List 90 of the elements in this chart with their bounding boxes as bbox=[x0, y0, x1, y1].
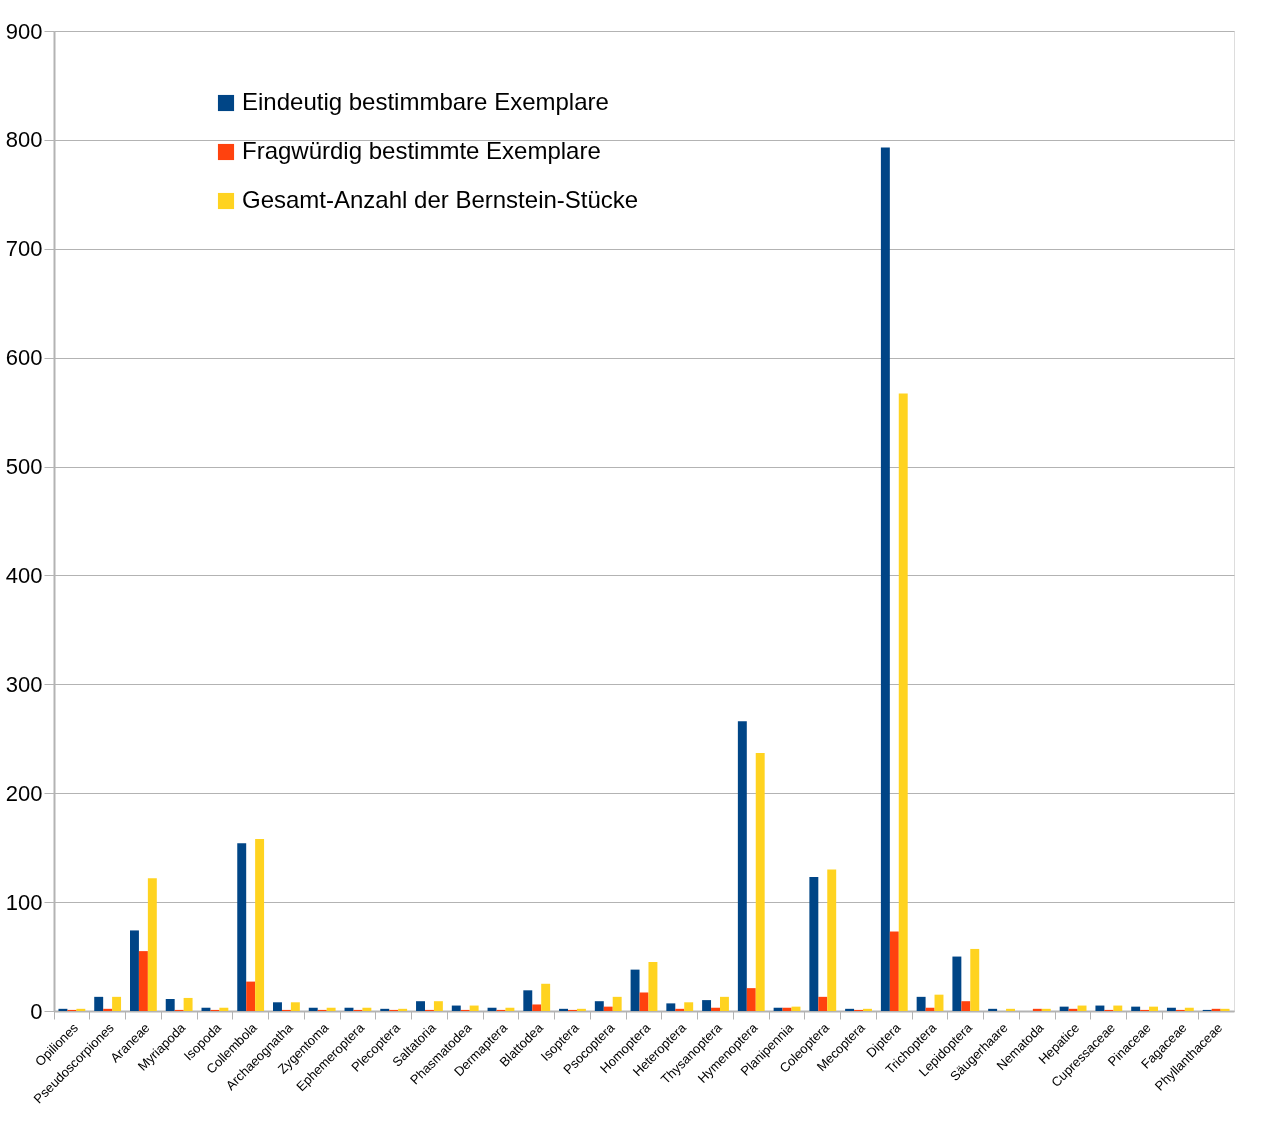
bar bbox=[246, 981, 256, 1011]
bar bbox=[451, 1005, 461, 1011]
bar bbox=[1068, 1008, 1078, 1011]
y-tick-label: 700 bbox=[5, 236, 43, 262]
bar bbox=[818, 996, 828, 1011]
bar bbox=[630, 969, 640, 1011]
bar bbox=[880, 147, 890, 1011]
bar bbox=[1184, 1007, 1194, 1011]
y-tick-label: 100 bbox=[5, 889, 43, 915]
bar bbox=[970, 948, 980, 1011]
bar bbox=[1006, 1008, 1015, 1011]
bar bbox=[961, 1001, 971, 1011]
y-tick-label: 300 bbox=[5, 671, 43, 697]
bar bbox=[290, 1002, 300, 1011]
bar bbox=[863, 1008, 872, 1011]
bar bbox=[1113, 1005, 1123, 1011]
bar bbox=[648, 962, 658, 1011]
bar bbox=[1077, 1005, 1087, 1011]
bar bbox=[219, 1007, 229, 1011]
bar bbox=[380, 1008, 390, 1011]
bar bbox=[416, 1001, 425, 1011]
bar bbox=[594, 1001, 604, 1011]
y-tick-label: 900 bbox=[5, 18, 43, 44]
bar bbox=[711, 1007, 720, 1011]
bar bbox=[782, 1007, 792, 1011]
bar bbox=[746, 988, 756, 1011]
bar bbox=[675, 1008, 685, 1011]
bar bbox=[827, 869, 837, 1011]
bar bbox=[1095, 1005, 1105, 1011]
bar bbox=[237, 843, 247, 1011]
legend-label: Fragwürdig bestimmte Exemplare bbox=[242, 137, 601, 164]
bar bbox=[487, 1007, 497, 1011]
legend-label: Gesamt-Anzahl der Bernstein-Stücke bbox=[242, 186, 639, 213]
bar bbox=[1041, 1008, 1051, 1011]
bar bbox=[559, 1008, 569, 1011]
bar bbox=[183, 997, 193, 1011]
bar bbox=[988, 1008, 998, 1011]
bar bbox=[603, 1006, 613, 1011]
bar bbox=[94, 996, 104, 1011]
bar bbox=[737, 721, 747, 1011]
bar bbox=[505, 1007, 515, 1011]
bar bbox=[755, 752, 765, 1011]
bar bbox=[719, 996, 729, 1011]
bar bbox=[76, 1008, 86, 1011]
bar bbox=[273, 1002, 282, 1011]
bar bbox=[326, 1007, 336, 1011]
bar bbox=[1032, 1008, 1042, 1011]
bar bbox=[845, 1008, 855, 1011]
y-tick-label: 500 bbox=[5, 454, 43, 480]
y-tick-label: 800 bbox=[5, 127, 43, 153]
bar bbox=[112, 996, 122, 1011]
bar bbox=[541, 983, 551, 1011]
bar bbox=[138, 951, 148, 1011]
bar bbox=[362, 1007, 372, 1011]
bar bbox=[925, 1007, 935, 1011]
bar bbox=[165, 999, 175, 1011]
bar bbox=[469, 1005, 479, 1011]
bar bbox=[1131, 1006, 1141, 1011]
bar bbox=[103, 1008, 113, 1011]
bar bbox=[58, 1008, 68, 1011]
bar bbox=[1211, 1008, 1221, 1011]
y-tick-label: 200 bbox=[5, 780, 43, 806]
bar bbox=[666, 1003, 676, 1011]
bar bbox=[1166, 1007, 1176, 1011]
bar bbox=[1059, 1006, 1069, 1011]
bar bbox=[308, 1007, 318, 1011]
bar bbox=[702, 1000, 712, 1011]
bar bbox=[773, 1007, 783, 1011]
bar bbox=[612, 996, 622, 1011]
bar bbox=[916, 996, 926, 1011]
bar bbox=[809, 877, 819, 1011]
y-tick-label: 0 bbox=[30, 998, 43, 1024]
bar bbox=[898, 393, 908, 1011]
bar bbox=[523, 990, 533, 1011]
bar bbox=[889, 931, 899, 1011]
bar bbox=[398, 1008, 408, 1011]
bar bbox=[576, 1008, 586, 1011]
bar bbox=[532, 1004, 542, 1011]
bar bbox=[129, 930, 139, 1011]
bar bbox=[147, 878, 157, 1011]
bar bbox=[1149, 1006, 1159, 1011]
y-tick-label: 600 bbox=[5, 345, 43, 371]
bar bbox=[684, 1002, 694, 1011]
bar bbox=[952, 956, 962, 1011]
y-tick-label: 400 bbox=[5, 562, 43, 588]
bar bbox=[433, 1001, 443, 1011]
bar bbox=[1220, 1008, 1230, 1011]
legend-label: Eindeutig bestimmbare Exemplare bbox=[242, 88, 609, 115]
bar bbox=[639, 992, 649, 1011]
bar bbox=[255, 838, 265, 1011]
